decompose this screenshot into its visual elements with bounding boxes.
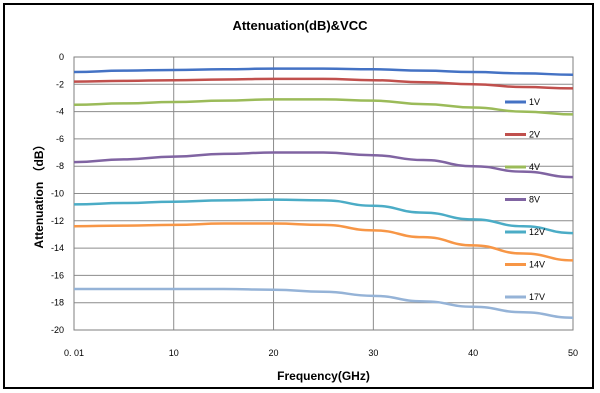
- x-axis-label: Frequency(GHz): [277, 369, 370, 383]
- y-tick-label: -6: [56, 134, 64, 144]
- legend-label-2V: 2V: [529, 130, 540, 140]
- y-axis-ticks: 0 -2 -4 -6 -8 -10 -12 -14 -16 -18 -20: [51, 52, 64, 335]
- series-line-4V: [73, 98, 574, 116]
- legend-label-12V: 12V: [529, 227, 545, 237]
- x-axis-ticks: 0. 01 10 20 30 40 50: [64, 348, 578, 358]
- y-axis-label: Attenuation （dB）: [31, 139, 46, 249]
- series-line-12V: [73, 198, 574, 235]
- series-line-2V: [73, 77, 574, 90]
- x-tick-label: 40: [468, 348, 478, 358]
- x-tick-label: 20: [269, 348, 279, 358]
- legend-label-17V: 17V: [529, 292, 545, 302]
- chart-frame: [3, 3, 594, 389]
- series-line-8V: [73, 151, 574, 179]
- series-line-14V: [73, 222, 574, 262]
- y-tick-label: -4: [56, 107, 64, 117]
- y-tick-label: -16: [51, 270, 64, 280]
- y-tick-label: -2: [56, 79, 64, 89]
- legend-label-4V: 4V: [529, 162, 540, 172]
- series-line-17V: [74, 287, 574, 319]
- chart-title: Attenuation(dB)&VCC: [232, 18, 368, 33]
- y-tick-label: 0: [59, 52, 64, 62]
- y-tick-label: -12: [51, 216, 64, 226]
- legend-label-14V: 14V: [529, 260, 545, 270]
- series-lines: [73, 67, 574, 319]
- y-tick-label: -10: [51, 189, 64, 199]
- legend: 1V 2V 4V 8V 12V 14V 17V: [505, 97, 545, 302]
- x-tick-label: 30: [368, 348, 378, 358]
- x-tick-label: 0. 01: [64, 348, 84, 358]
- x-tick-label: 50: [568, 348, 578, 358]
- legend-label-1V: 1V: [529, 97, 540, 107]
- y-tick-label: -18: [51, 298, 64, 308]
- y-tick-label: -8: [56, 161, 64, 171]
- series-line-1V: [73, 67, 574, 76]
- legend-label-8V: 8V: [529, 195, 540, 205]
- y-tick-label: -20: [51, 325, 64, 335]
- x-tick-label: 10: [169, 348, 179, 358]
- y-tick-label: -14: [51, 243, 64, 253]
- plot-area: [73, 56, 574, 331]
